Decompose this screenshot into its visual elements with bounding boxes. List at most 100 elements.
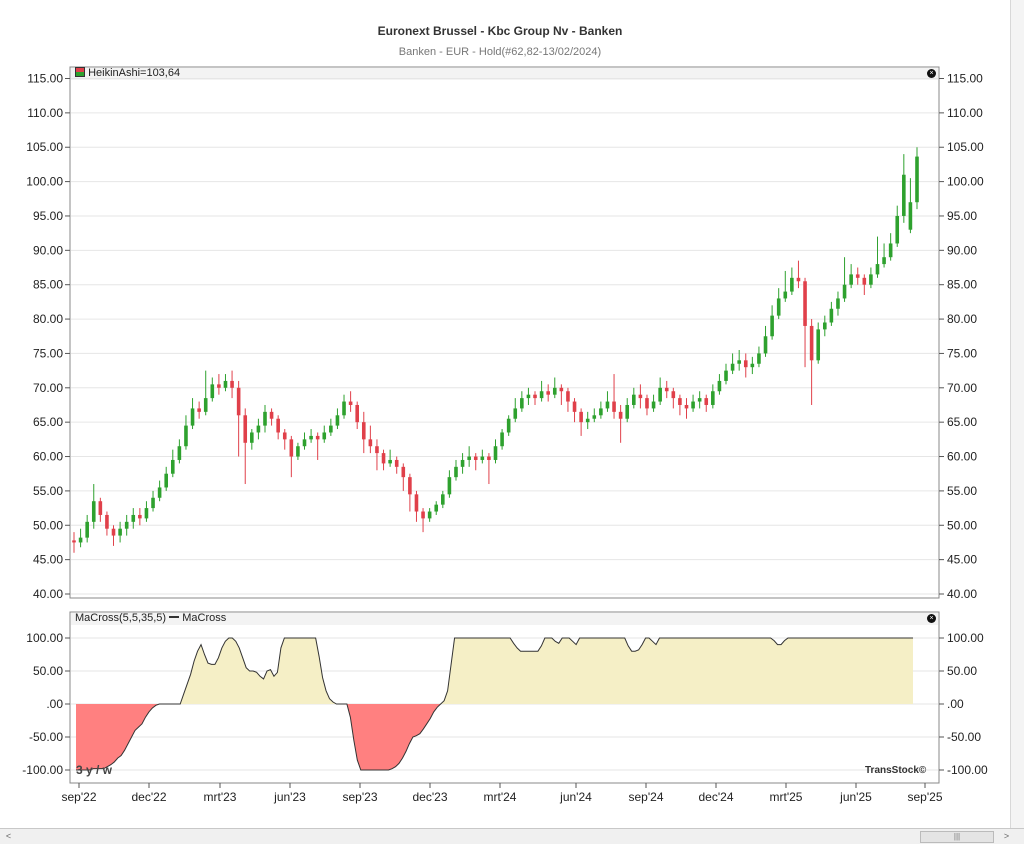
candle-body <box>572 401 577 412</box>
price-tick-label: 50.00 <box>947 518 977 532</box>
candle <box>605 391 610 412</box>
vertical-scrollbar[interactable] <box>1010 0 1024 828</box>
candle <box>908 178 913 234</box>
macross-tick-label: -100.00 <box>947 763 988 777</box>
candle-body <box>223 380 228 388</box>
price-tick-label: 110.00 <box>947 106 983 120</box>
price-tick-label: 85.00 <box>33 278 63 292</box>
candle <box>645 394 649 416</box>
candle <box>315 432 320 460</box>
candle <box>276 415 280 440</box>
candle <box>131 508 136 529</box>
candle-body <box>796 277 801 282</box>
candle-body <box>111 528 116 536</box>
candle <box>783 270 788 302</box>
candle-body <box>85 521 89 538</box>
price-tick-label: 95.00 <box>33 209 63 223</box>
candle-body <box>585 418 590 423</box>
candle-body <box>862 277 867 285</box>
candle-body <box>605 401 610 409</box>
candle-body <box>763 336 768 354</box>
candle <box>664 380 669 399</box>
price-tick-label: 45.00 <box>947 553 977 567</box>
candle-body <box>915 156 919 203</box>
candle-body <box>566 391 570 402</box>
candle <box>460 453 465 474</box>
candle-body <box>401 466 406 478</box>
candle <box>447 470 452 498</box>
candle <box>704 394 709 412</box>
candle <box>217 374 221 395</box>
close-price-panel-icon[interactable]: × <box>927 69 936 78</box>
candle <box>875 236 880 278</box>
price-grid <box>71 78 938 595</box>
candle-body <box>441 494 445 505</box>
scroll-right-icon[interactable]: > <box>1003 831 1010 841</box>
candle-body <box>658 387 662 402</box>
candle-body <box>78 537 83 543</box>
candle <box>915 147 919 210</box>
candle <box>421 508 425 533</box>
candle <box>842 257 847 302</box>
close-macross-panel-icon[interactable]: × <box>927 614 936 623</box>
candle <box>98 497 103 522</box>
candle-body <box>849 274 853 285</box>
candle <box>506 415 511 436</box>
macross-legend: MaCross(5,5,35,5) MaCross <box>75 612 226 624</box>
price-tick-label: 60.00 <box>947 450 977 464</box>
candle <box>849 264 853 289</box>
candle-body <box>342 401 346 416</box>
candle-body <box>184 425 188 447</box>
candle <box>632 387 636 409</box>
candle-body <box>434 504 439 512</box>
candle-body <box>217 384 221 388</box>
scroll-left-icon[interactable]: < <box>5 831 12 841</box>
candle-body <box>460 459 465 467</box>
candle-body <box>144 508 149 519</box>
candle <box>236 380 241 457</box>
candle <box>269 408 274 426</box>
scroll-thumb[interactable]: ||| <box>920 831 994 843</box>
x-tick-label: jun'24 <box>559 790 592 804</box>
candle-body <box>368 439 373 447</box>
candle <box>348 391 353 412</box>
candle <box>585 411 590 430</box>
candle-body <box>776 298 781 316</box>
candle-body <box>546 391 550 395</box>
candle <box>493 439 498 464</box>
candle <box>829 301 834 326</box>
candle <box>651 394 656 412</box>
candle-body <box>289 439 294 457</box>
candle-body <box>467 456 471 460</box>
candle-body <box>552 387 557 395</box>
candle <box>757 346 761 368</box>
brand-label: TransStock© <box>865 765 927 776</box>
candle <box>717 374 722 395</box>
candle-body <box>750 363 755 368</box>
candle-body <box>302 439 307 447</box>
candle-body <box>243 415 248 443</box>
candle-body <box>671 391 676 399</box>
candle-body <box>875 264 880 275</box>
candle-body <box>638 394 643 399</box>
candle <box>862 274 867 296</box>
candle <box>256 418 261 440</box>
candle <box>157 480 162 502</box>
candle <box>618 404 623 443</box>
x-tick-label: dec'23 <box>413 790 448 804</box>
candle-body <box>895 215 900 244</box>
candles <box>72 147 919 553</box>
candle-body <box>210 384 215 399</box>
candle <box>737 349 741 371</box>
candle <box>250 429 254 450</box>
candle <box>487 453 491 485</box>
candle-body <box>105 514 109 529</box>
price-tick-label: 55.00 <box>947 484 977 498</box>
candle-body <box>124 521 129 529</box>
candle <box>394 456 399 474</box>
candle <box>197 401 201 419</box>
candle-body <box>592 415 597 419</box>
candle-body <box>335 415 340 426</box>
candle-body <box>322 432 327 440</box>
horizontal-scrollbar[interactable]: < ||| > <box>0 828 1024 844</box>
